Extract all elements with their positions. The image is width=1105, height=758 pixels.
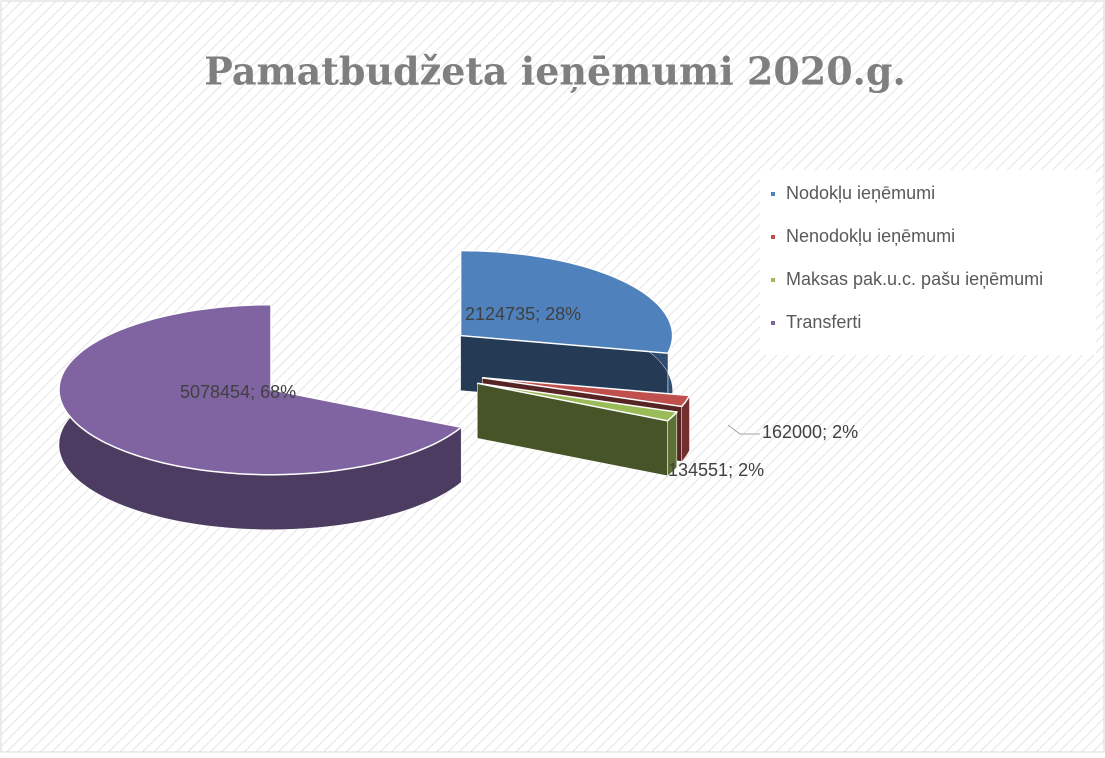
legend-label: Nodokļu ieņēmumi: [786, 183, 935, 203]
legend-label: Maksas pak.u.c. pašu ieņēmumi: [786, 269, 1043, 289]
chart-title: Pamatbudžeta ieņēmumi 2020.g.: [204, 49, 905, 94]
data-label: 5078454; 68%: [180, 382, 296, 402]
legend: [760, 170, 1096, 355]
data-label: 134551; 2%: [668, 460, 764, 480]
pie-slice: [482, 377, 691, 408]
legend-label: Nenodokļu ieņēmumi: [786, 226, 955, 246]
legend-marker: [771, 278, 775, 282]
legend-label: Transferti: [786, 312, 861, 332]
data-label: 2124735; 28%: [465, 304, 581, 324]
data-label: 162000; 2%: [762, 422, 858, 442]
pie-slice: [477, 382, 679, 422]
pie-slice: [459, 249, 674, 354]
leader-line: [727, 424, 760, 435]
legend-marker: [771, 192, 775, 196]
pie-slice: [58, 303, 463, 476]
legend-marker: [771, 321, 775, 325]
legend-marker: [771, 235, 775, 239]
